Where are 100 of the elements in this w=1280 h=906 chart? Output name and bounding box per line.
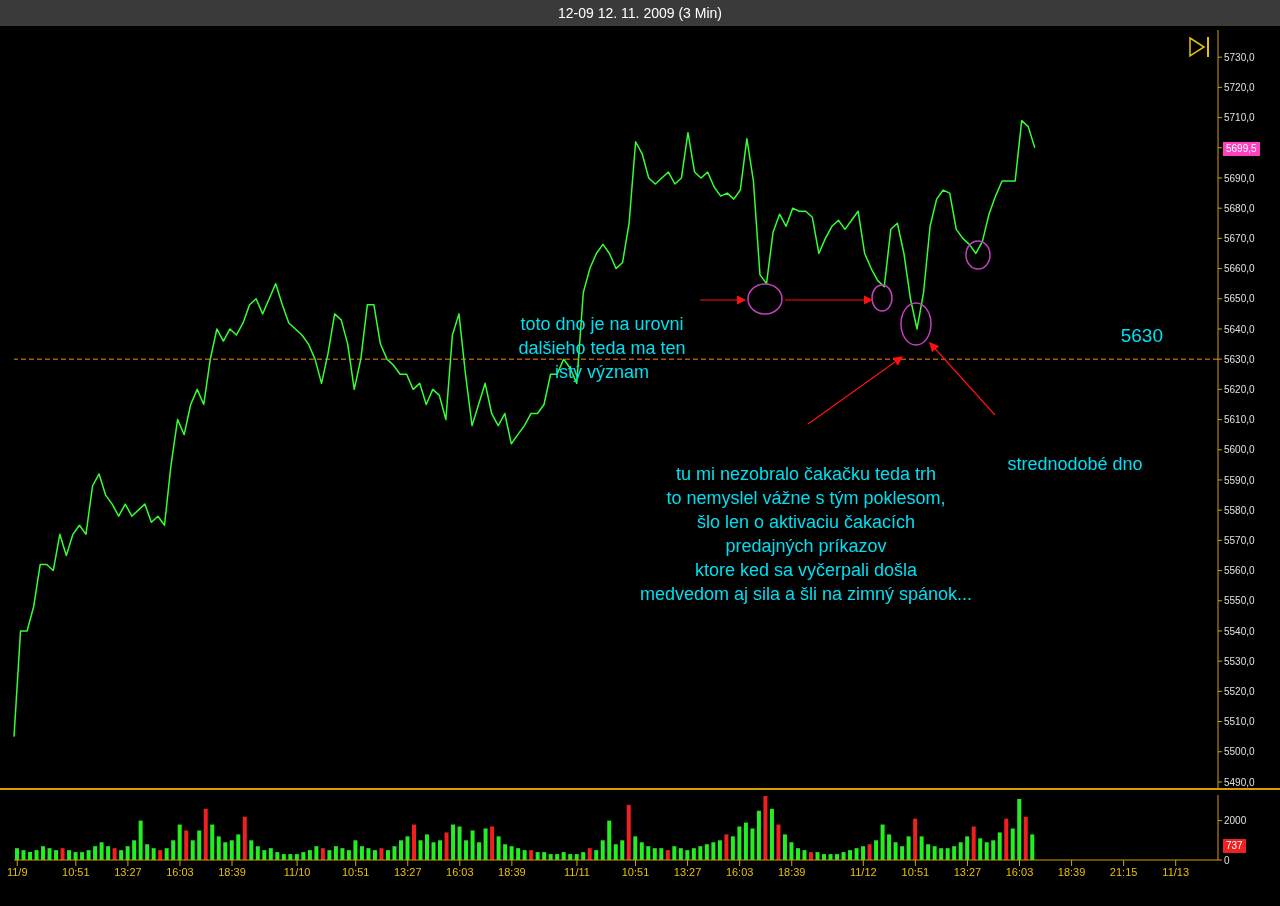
bar [874, 840, 879, 860]
bar [789, 842, 794, 860]
bar [470, 830, 475, 860]
y-tick-label: 5550,0 [1224, 595, 1256, 607]
bar [945, 848, 950, 860]
bar [359, 846, 364, 860]
y-tick-label: 5680,0 [1224, 202, 1256, 214]
bar [861, 846, 866, 860]
x-tick-label: 21:15 [1109, 865, 1138, 878]
bar [626, 804, 631, 860]
y-tick-label: 2000 [1224, 815, 1247, 827]
x-tick-label: 16:03 [446, 865, 474, 878]
bar [620, 840, 625, 860]
y-tick-label: 5720,0 [1224, 81, 1256, 93]
bar [366, 848, 371, 860]
y-tick-label: 5510,0 [1224, 716, 1256, 728]
y-tick-label: 5570,0 [1224, 534, 1256, 546]
x-tick-label: 11/12 [849, 865, 877, 878]
bar [737, 826, 742, 860]
bar [346, 850, 351, 860]
bar [965, 836, 970, 860]
bar [425, 834, 430, 860]
bar [952, 846, 957, 860]
bar [451, 824, 456, 860]
y-tick-label: 5690,0 [1224, 172, 1256, 184]
x-tick-label: 10:51 [901, 865, 930, 878]
bar [41, 846, 46, 860]
bar [763, 795, 768, 860]
y-tick-label: 5600,0 [1224, 444, 1256, 456]
bar [958, 842, 963, 860]
bar [1030, 834, 1035, 860]
bar [750, 828, 755, 860]
x-tick-label: 18:39 [777, 865, 806, 878]
bar [659, 848, 664, 860]
bar [913, 818, 918, 860]
bar [392, 846, 397, 860]
bar [164, 848, 169, 860]
y-tick-label: 5610,0 [1224, 414, 1256, 426]
bar [1010, 828, 1015, 860]
bar [197, 830, 202, 860]
bar [880, 824, 885, 860]
bar [769, 808, 774, 860]
bar [21, 850, 26, 860]
bar [932, 846, 937, 860]
bar [997, 832, 1002, 860]
bar [249, 840, 254, 860]
bar [145, 844, 150, 860]
bar [1023, 816, 1028, 860]
y-tick-label: 5710,0 [1224, 112, 1256, 124]
bar [236, 834, 241, 860]
bar [887, 834, 892, 860]
bar [379, 848, 384, 860]
bar [717, 840, 722, 860]
y-tick-label: 5620,0 [1224, 383, 1256, 395]
bar [496, 836, 501, 860]
bar [724, 834, 729, 860]
y-tick-label: 5560,0 [1224, 565, 1256, 577]
bar [672, 846, 677, 860]
y-tick-label: 5530,0 [1224, 655, 1256, 667]
bar [255, 846, 260, 860]
x-tick-label: 13:27 [114, 865, 142, 878]
bar [138, 820, 143, 860]
y-tick-label: 5490,0 [1224, 776, 1256, 788]
bar [99, 842, 104, 860]
bar [652, 848, 657, 860]
bar [320, 848, 325, 860]
bar [268, 848, 273, 860]
bar [112, 848, 117, 860]
x-tick-label: 18:39 [498, 865, 526, 878]
bar [477, 842, 482, 860]
bar [132, 840, 137, 860]
bar [171, 840, 176, 860]
bar [483, 828, 488, 860]
bar [939, 848, 944, 860]
bar [15, 848, 19, 860]
bar [971, 826, 976, 860]
bar [743, 822, 748, 860]
text: 737 [1223, 839, 1246, 853]
bar [385, 850, 390, 860]
bar [438, 840, 443, 860]
text: 5699,5 [1223, 142, 1260, 156]
bar [613, 844, 618, 860]
y-tick-label: 5540,0 [1224, 625, 1256, 637]
bar [594, 850, 599, 860]
x-tick-label: 11/10 [283, 865, 311, 878]
bar [919, 836, 924, 860]
bar [340, 848, 345, 860]
bar [665, 850, 670, 860]
x-tick-label: 11/13 [1162, 865, 1190, 878]
bar [600, 840, 605, 860]
bar [1017, 798, 1022, 860]
bar [490, 826, 495, 860]
bar [802, 850, 807, 860]
bar [262, 850, 267, 860]
bar [522, 850, 527, 860]
bar [704, 844, 709, 860]
x-tick-label: 13:27 [673, 865, 702, 878]
x-tick-label: 10:51 [341, 865, 370, 878]
bar [398, 840, 403, 860]
bar [47, 848, 52, 860]
